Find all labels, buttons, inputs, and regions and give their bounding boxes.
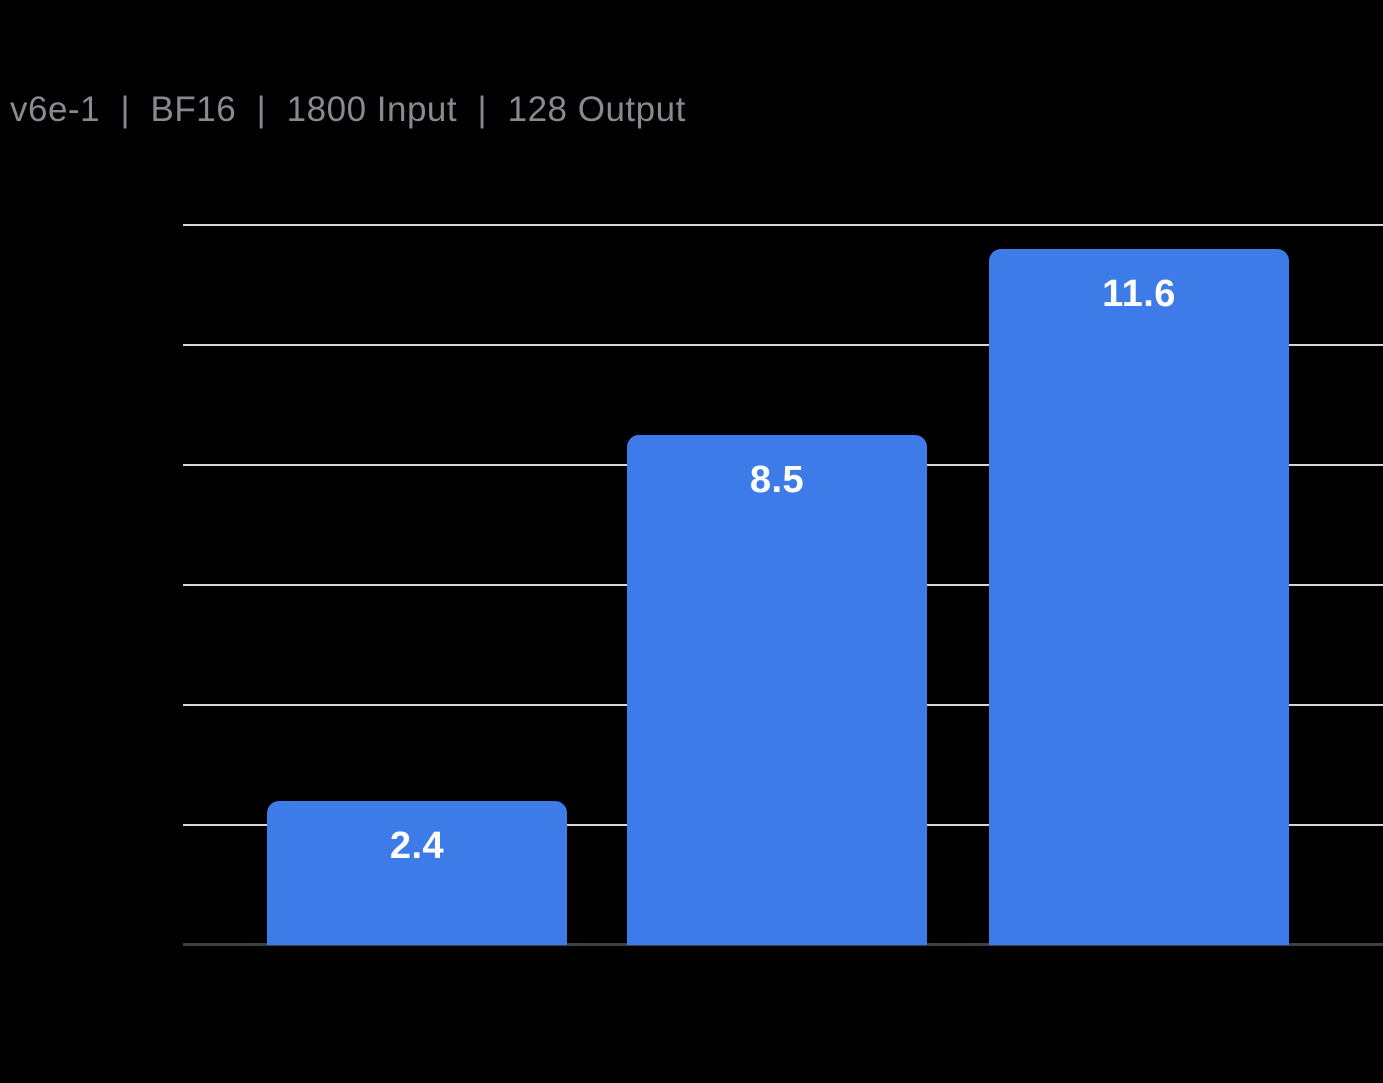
bar-value-label: 11.6 <box>1102 273 1176 315</box>
bar-value-label: 2.4 <box>389 825 445 867</box>
chart-title: v6e-1 | BF16 | 1800 Input | 128 Output <box>10 90 686 129</box>
bar: 2.4 <box>267 801 567 945</box>
bar: 8.5 <box>627 435 927 945</box>
gridline-y-10 <box>183 344 1383 346</box>
bar-value-label: 8.5 <box>749 459 805 501</box>
plot-area: 2.4 8.5 11.6 <box>183 224 1383 946</box>
gridline-y-12 <box>183 224 1383 226</box>
bar: 11.6 <box>989 249 1289 945</box>
